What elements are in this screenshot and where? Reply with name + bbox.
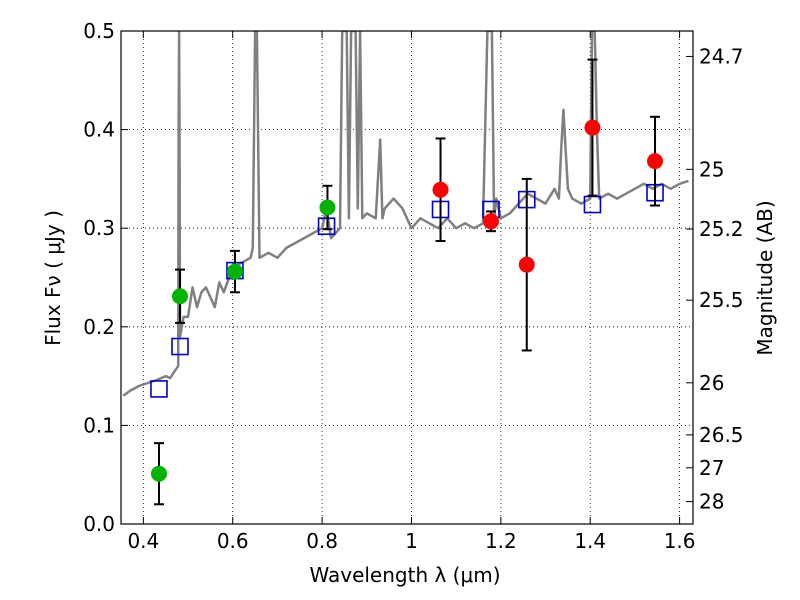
y2-tick-label: 26 bbox=[699, 371, 724, 395]
y-tick-labels: 0.0 0.1 0.2 0.3 0.4 0.5 bbox=[83, 19, 115, 536]
plot-frame bbox=[120, 30, 694, 525]
y-tick-label: 0.5 bbox=[83, 19, 115, 43]
red-data-point bbox=[647, 153, 664, 170]
x-tick-labels: 0.4 0.6 0.8 1 1.2 1.4 1.6 bbox=[127, 529, 695, 553]
y2-axis-label: Magnitude (AB) bbox=[753, 200, 777, 355]
y2-tick-label: 28 bbox=[699, 490, 724, 514]
y2-tick-label: 24.7 bbox=[699, 44, 744, 68]
spectrum-line bbox=[122, 31, 689, 397]
plot-content bbox=[122, 31, 689, 506]
y2-tick-label: 27 bbox=[699, 456, 724, 480]
red-data-point bbox=[518, 256, 535, 273]
model-square-marker bbox=[150, 380, 168, 398]
x-tick-label: 0.8 bbox=[306, 529, 338, 553]
x-axis-label: Wavelength λ (μm) bbox=[309, 563, 500, 587]
x-tick-label: 0.6 bbox=[217, 529, 249, 553]
red-data-point bbox=[584, 119, 601, 136]
x-tick-label: 1.4 bbox=[574, 529, 606, 553]
plot-area bbox=[122, 31, 689, 506]
y-tick-label: 0.2 bbox=[83, 315, 115, 339]
x-tick-label: 0.4 bbox=[127, 529, 159, 553]
red-data-point bbox=[483, 213, 500, 230]
y-tick-label: 0.1 bbox=[83, 413, 115, 437]
y-tick-label: 0.3 bbox=[83, 216, 115, 240]
green-data-point bbox=[319, 199, 336, 216]
x-tick-label: 1.2 bbox=[485, 529, 517, 553]
y2-tick-labels: 24.7 25 25.2 25.5 26 26.5 27 28 bbox=[699, 44, 744, 513]
red-data-point bbox=[432, 181, 449, 198]
y2-tick-label: 25.2 bbox=[699, 217, 744, 241]
green-data-point bbox=[150, 465, 167, 482]
green-data-point bbox=[171, 288, 188, 305]
green-data-point bbox=[226, 263, 243, 280]
y2-tick-label: 25.5 bbox=[699, 288, 744, 312]
model-square-marker bbox=[171, 337, 189, 356]
y-tick-label: 0.4 bbox=[83, 118, 115, 142]
y-axis-label: Flux Fν ( μJy ) bbox=[41, 210, 65, 346]
y2-tick-label: 26.5 bbox=[699, 423, 744, 447]
x-tick-label: 1.6 bbox=[664, 529, 696, 553]
y2-tick-label: 25 bbox=[699, 157, 724, 181]
x-tick-label: 1 bbox=[405, 529, 418, 553]
y-tick-label: 0.0 bbox=[83, 512, 115, 536]
